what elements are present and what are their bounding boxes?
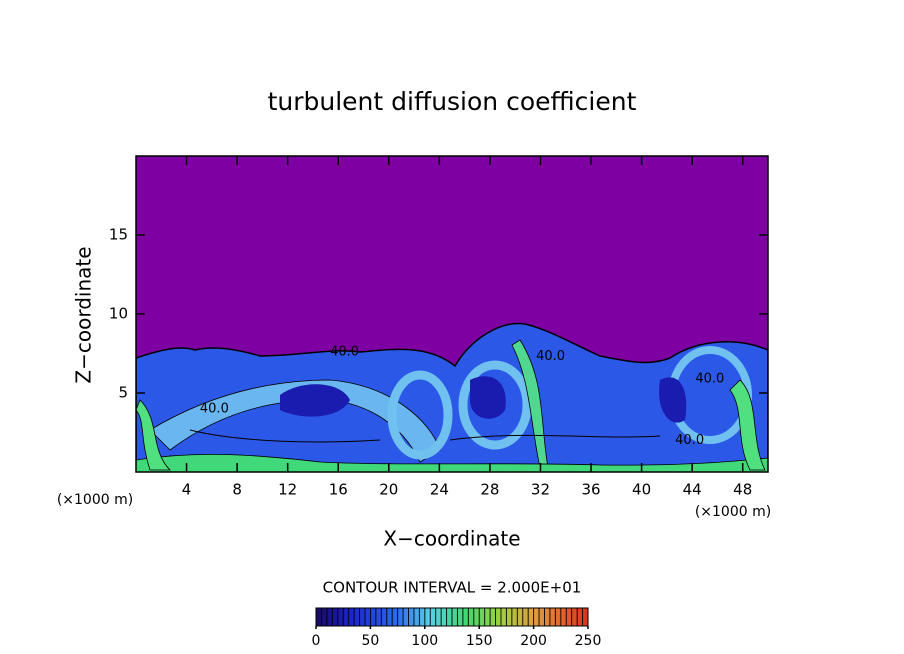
colorbar-tick-label: 150 xyxy=(466,633,493,649)
contour-label: 40.0 xyxy=(330,344,359,359)
x-unit-label: (×1000 m) xyxy=(695,504,771,520)
chart-title: turbulent diffusion coefficient xyxy=(268,87,637,116)
x-tick-label: 4 xyxy=(182,481,192,499)
x-tick-label: 16 xyxy=(329,481,348,499)
x-tick-label: 32 xyxy=(531,481,550,499)
y-unit-label: (×1000 m) xyxy=(57,492,133,508)
y-axis-label: Z−coordinate xyxy=(72,246,96,383)
colorbar-tick-label: 200 xyxy=(520,633,547,649)
contour-label: 40.0 xyxy=(695,371,724,386)
colorbar-tick-label: 50 xyxy=(361,633,379,649)
x-tick-label: 44 xyxy=(683,481,702,499)
contour-label: 40.0 xyxy=(675,433,704,448)
x-tick-label: 12 xyxy=(278,481,297,499)
x-tick-label: 36 xyxy=(581,481,600,499)
x-axis-label: X−coordinate xyxy=(383,527,520,551)
x-tick-label: 28 xyxy=(480,481,499,499)
contour-label: 40.0 xyxy=(536,349,565,364)
colorbar-tick-label: 250 xyxy=(575,633,602,649)
colorbar-tick-label: 0 xyxy=(312,633,321,649)
x-tick-label: 48 xyxy=(733,481,752,499)
colorbar-label: CONTOUR INTERVAL = 2.000E+01 xyxy=(323,579,582,597)
x-tick-label: 24 xyxy=(430,481,449,499)
contour-field xyxy=(136,156,768,472)
contour-label: 40.0 xyxy=(200,401,229,416)
colorbar-frame xyxy=(315,607,589,627)
x-tick-label: 20 xyxy=(379,481,398,499)
y-tick-label: 5 xyxy=(118,384,128,402)
x-tick-label: 40 xyxy=(632,481,651,499)
x-tick-label: 8 xyxy=(232,481,242,499)
y-tick-label: 10 xyxy=(109,305,128,323)
colorbar-tick-label: 100 xyxy=(411,633,438,649)
y-tick-label: 15 xyxy=(109,226,128,244)
